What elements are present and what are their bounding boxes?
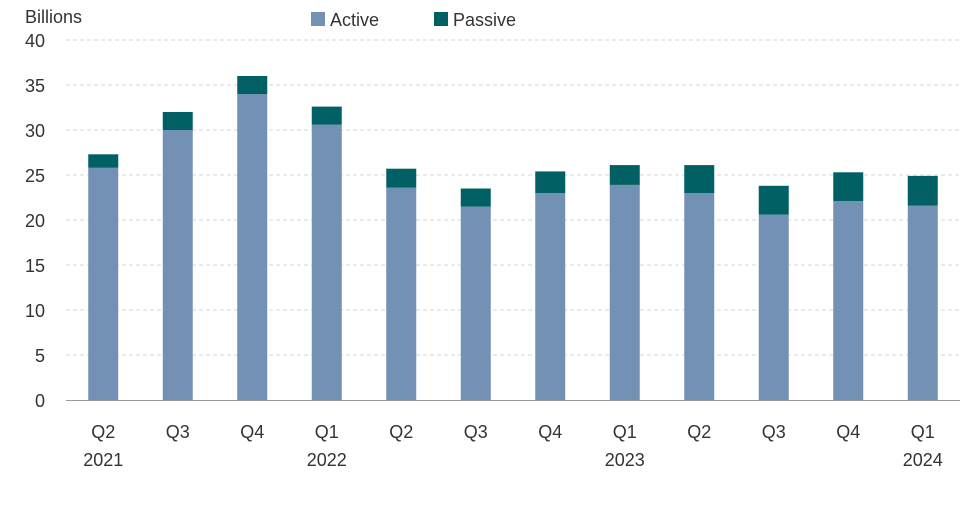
bar-active [907, 205, 938, 400]
legend: Active Passive [311, 10, 516, 30]
bar-passive [535, 171, 566, 193]
bar-passive [311, 106, 342, 125]
legend-swatch-passive [434, 12, 448, 26]
bar-passive [684, 165, 715, 193]
x-tick-quarter: Q4 [538, 422, 562, 442]
x-tick-quarter: Q3 [464, 422, 488, 442]
gridlines [66, 39, 960, 356]
bar-active [88, 167, 119, 400]
bar-active [684, 193, 715, 400]
x-tick-quarter: Q2 [389, 422, 413, 442]
bar-active [311, 124, 342, 400]
bar-passive [162, 112, 193, 130]
bar-passive [386, 168, 417, 188]
bar-active [237, 94, 268, 400]
bar-active [535, 193, 566, 400]
bars [88, 76, 938, 400]
x-tick-quarter: Q1 [613, 422, 637, 442]
bar-active [460, 206, 491, 400]
y-axis-label: Billions [25, 7, 82, 27]
x-tick-year: 2022 [307, 450, 347, 470]
y-tick-label: 15 [25, 256, 45, 276]
x-tick-quarter: Q3 [166, 422, 190, 442]
y-tick-label: 25 [25, 166, 45, 186]
bar-passive [758, 185, 789, 215]
bar-passive [609, 165, 640, 185]
legend-label-passive: Passive [453, 10, 516, 30]
legend-label-active: Active [330, 10, 379, 30]
bar-passive [237, 76, 268, 94]
bar-passive [88, 154, 119, 168]
x-tick-year: 2024 [903, 450, 943, 470]
y-tick-label: 35 [25, 76, 45, 96]
x-tick-year: 2021 [83, 450, 123, 470]
y-axis-ticks: 0 5 10 15 20 25 30 35 40 [25, 31, 45, 411]
bar-passive [833, 172, 864, 202]
bar-active [833, 201, 864, 400]
x-tick-quarter: Q2 [687, 422, 711, 442]
bar-active [758, 214, 789, 400]
x-tick-quarter: Q4 [836, 422, 860, 442]
x-axis-ticks: Q2 2021 Q3 Q4 Q1 2022 Q2 Q3 Q4 Q1 2023 Q2 Q3 Q4 Q1 2024 [83, 422, 943, 470]
y-tick-label: 20 [25, 211, 45, 231]
y-tick-label: 0 [35, 391, 45, 411]
y-tick-label: 30 [25, 121, 45, 141]
bar-passive [460, 188, 491, 207]
bar-active [386, 187, 417, 400]
x-tick-quarter: Q1 [315, 422, 339, 442]
bar-active [609, 184, 640, 400]
bar-passive [907, 175, 938, 206]
y-tick-label: 10 [25, 301, 45, 321]
x-tick-quarter: Q3 [762, 422, 786, 442]
x-tick-quarter: Q1 [911, 422, 935, 442]
bar-active [162, 130, 193, 400]
y-tick-label: 40 [25, 31, 45, 51]
x-tick-quarter: Q4 [240, 422, 264, 442]
x-tick-quarter: Q2 [91, 422, 115, 442]
y-tick-label: 5 [35, 346, 45, 366]
legend-swatch-active [311, 12, 325, 26]
x-tick-year: 2023 [605, 450, 645, 470]
